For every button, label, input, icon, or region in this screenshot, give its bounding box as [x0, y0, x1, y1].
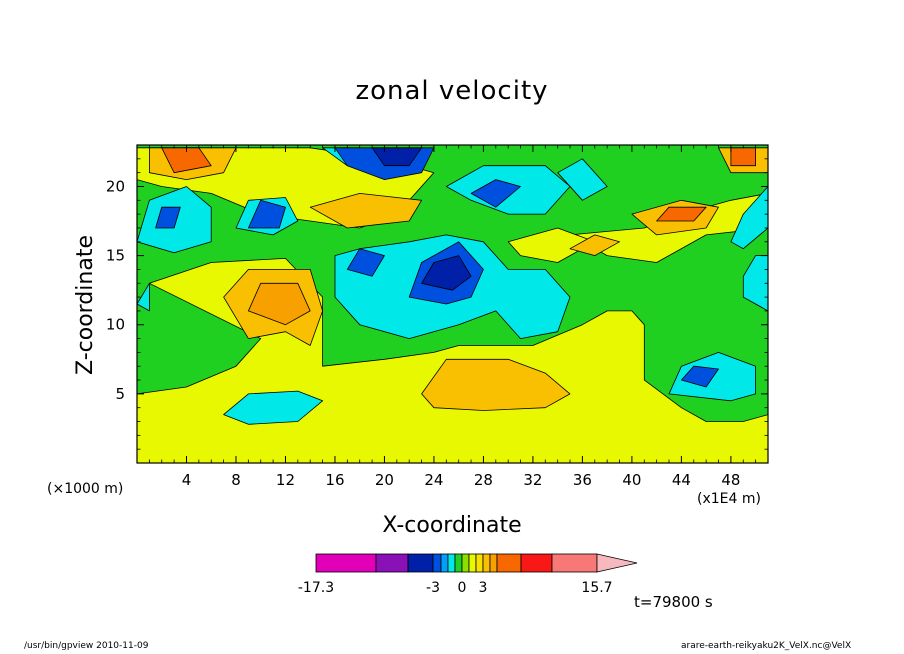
- y-tick-label: 20: [106, 177, 125, 195]
- colorbar-swatch-5: [447, 553, 456, 573]
- x-tick-label: 32: [523, 471, 542, 489]
- footer-left: /usr/bin/gpview 2010-11-09: [24, 641, 149, 651]
- x-tick-label: 4: [182, 471, 192, 489]
- time-label: t=79800 s: [634, 593, 713, 611]
- footer-right: arare-earth-reikyaku2K_VelX.nc@VelX: [681, 641, 852, 651]
- colorbar-swatch-0: [315, 553, 377, 573]
- contour-region-pos3-13: [656, 206, 707, 222]
- contour-region-pos3-11: [247, 282, 311, 326]
- x-axis-label: X-coordinate: [382, 513, 522, 538]
- contour-region-pos2-5: [421, 358, 571, 411]
- contour-region-pos2-9: [569, 234, 620, 257]
- y-tick-label: 5: [115, 385, 125, 403]
- x-tick-label: 20: [375, 471, 394, 489]
- colorbar-label: -17.3: [298, 580, 334, 596]
- colorbar-swatch-7: [461, 553, 470, 573]
- plot-frame: [136, 144, 769, 464]
- contour-region-neg1-25: [137, 282, 150, 312]
- colorbar-label: 0: [458, 580, 467, 596]
- contour-region-neg1-24: [557, 158, 608, 201]
- contour-region-neg2-29: [247, 199, 286, 229]
- x-tick-label: 8: [231, 471, 241, 489]
- chart-title: zonal velocity: [355, 76, 549, 106]
- colorbar-label: -3: [426, 580, 440, 596]
- x-tick-label: 48: [721, 471, 740, 489]
- colorbar-swatch-11: [489, 553, 498, 573]
- colorbar-swatch-12: [496, 553, 522, 573]
- x-tick-label: 44: [672, 471, 691, 489]
- colorbar-arrow: [596, 553, 638, 573]
- contour-region-neg1-17: [223, 390, 324, 425]
- x-tick-label: 40: [622, 471, 641, 489]
- colorbar-label: 15.7: [581, 580, 612, 596]
- contour-region-pos1-3: [507, 227, 596, 263]
- contour-region-pos3-14: [730, 147, 756, 167]
- x-unit-label: (×1000 m): [47, 481, 124, 497]
- colorbar-label: 3: [479, 580, 488, 596]
- contour-region-neg3-34: [371, 147, 423, 167]
- contour-region-neg1-21: [730, 186, 768, 250]
- colorbar-swatch-13: [520, 553, 553, 573]
- colorbar: -17.3 -3 0 3 15.7: [298, 553, 638, 596]
- colorbar-swatch-14: [551, 553, 598, 573]
- x-tick-label: 12: [276, 471, 295, 489]
- contour-region-neg2-28: [155, 206, 181, 229]
- x-tick-label: 24: [424, 471, 443, 489]
- colorbar-swatch-2: [407, 553, 434, 573]
- x-tick-label: 16: [325, 471, 344, 489]
- colorbar-swatch-3: [432, 553, 442, 573]
- contour-region-neg1-20: [742, 255, 768, 312]
- colorbar-swatch-10: [482, 553, 491, 573]
- colorbar-swatch-8: [468, 553, 477, 573]
- x-tick-label: 36: [573, 471, 592, 489]
- contour-region-neg2-32: [681, 365, 719, 388]
- x-scale-label: (x1E4 m): [697, 491, 761, 507]
- contour-region-pos2-7: [309, 192, 423, 229]
- colorbar-swatch-4: [440, 553, 449, 573]
- contour-region-neg2-27: [346, 248, 385, 277]
- y-tick-label: 10: [106, 316, 125, 334]
- colorbar-swatch-6: [454, 553, 463, 573]
- contour-region-neg3-33: [421, 255, 472, 291]
- contour-region-neg2-30: [470, 179, 521, 208]
- plot-area: [137, 145, 768, 463]
- y-axis-label: Z-coordinate: [73, 235, 98, 375]
- colorbar-swatch-1: [375, 553, 409, 573]
- colorbar-swatch-9: [475, 553, 484, 573]
- y-tick-label: 15: [106, 247, 125, 265]
- x-tick-label: 28: [474, 471, 493, 489]
